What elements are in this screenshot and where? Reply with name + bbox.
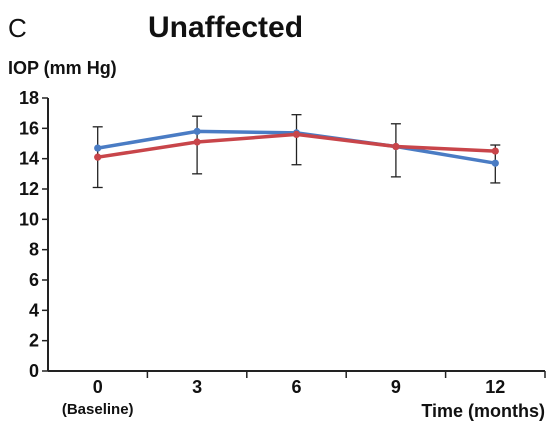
y-tick-label: 16 — [19, 118, 39, 138]
x-tick-label: 6 — [291, 377, 301, 397]
y-tick-label: 10 — [19, 209, 39, 229]
y-tick-label: 14 — [19, 149, 39, 169]
axes — [42, 97, 546, 378]
data-point-series-2 — [491, 147, 499, 155]
x-axis-label: Time (months) — [421, 401, 545, 421]
data-point-series-2 — [193, 138, 201, 146]
data-point-series-2 — [292, 130, 301, 138]
error-bars — [92, 114, 501, 189]
x-tick-label: 3 — [192, 377, 202, 397]
x-tick-label: 12 — [485, 377, 505, 397]
y-tick-label: 12 — [19, 179, 39, 199]
y-tick-label: 6 — [29, 270, 39, 290]
data-point-series-1 — [193, 127, 201, 135]
y-tick-label: 0 — [29, 361, 39, 381]
data-point-series-1 — [491, 159, 499, 167]
chart-title: Unaffected — [148, 11, 303, 44]
y-tick-label: 2 — [29, 331, 39, 351]
tick-labels: 0 2 4 6 8 10 12 14 16 18 0 (Baseline) 3 6 9 12 — [19, 88, 505, 418]
series-points — [94, 127, 499, 167]
y-tick-label: 4 — [29, 300, 39, 320]
y-tick-label: 18 — [19, 88, 39, 108]
y-axis-label: IOP (mm Hg) — [8, 58, 117, 78]
panel-label: C — [8, 13, 27, 43]
data-point-series-2 — [392, 142, 400, 151]
y-tick-label: 8 — [29, 240, 39, 260]
x-tick-sublabel: (Baseline) — [62, 401, 134, 418]
x-tick-label: 9 — [391, 377, 401, 397]
x-tick-label: 0 — [93, 377, 103, 397]
data-point-series-1 — [94, 144, 102, 152]
data-point-series-2 — [94, 153, 102, 161]
